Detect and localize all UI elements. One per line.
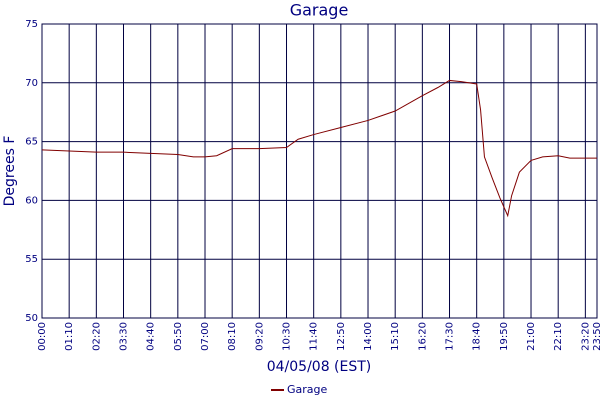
x-tick-label: 23:20 [580,322,591,351]
x-tick-label: 22:10 [553,322,564,351]
x-tick-label: 02:20 [91,322,102,351]
y-tick-label: 50 [25,313,38,324]
x-tick-label: 05:50 [173,322,184,351]
data-line [41,79,597,218]
x-tick-label: 17:30 [445,322,456,351]
x-tick-label: 08:10 [227,322,238,351]
x-tick-label: 21:00 [526,322,537,351]
x-tick-label: 11:40 [309,322,320,351]
x-tick-label: 01:10 [64,322,75,351]
y-tick-label: 55 [25,254,38,265]
x-tick-label: 04:40 [146,322,157,351]
x-tick-label: 12:50 [336,322,347,351]
x-tick-label: 00:00 [37,322,48,351]
y-tick-label: 65 [25,137,38,148]
legend-label: Garage [287,383,328,396]
x-tick-label: 14:00 [363,322,374,351]
x-tick-label: 15:10 [390,322,401,351]
x-tick-label: 16:20 [417,322,428,351]
x-tick-label: 09:20 [254,322,265,351]
y-axis-label: Degrees F [2,136,18,207]
x-tick-label: 10:30 [282,322,293,351]
x-axis-label: 04/05/08 (EST) [267,359,372,375]
y-tick-label: 60 [25,195,38,206]
x-tick-label: 19:50 [499,322,510,351]
y-tick-label: 75 [25,19,38,30]
x-tick-label: 07:00 [200,322,211,351]
x-tick-label: 18:40 [472,322,483,351]
x-tick-label: 23:50 [592,322,600,351]
x-tick-label: 03:30 [119,322,130,351]
chart-title: Garage [290,1,349,20]
y-tick-label: 70 [25,78,38,89]
plot-frame [41,23,598,319]
